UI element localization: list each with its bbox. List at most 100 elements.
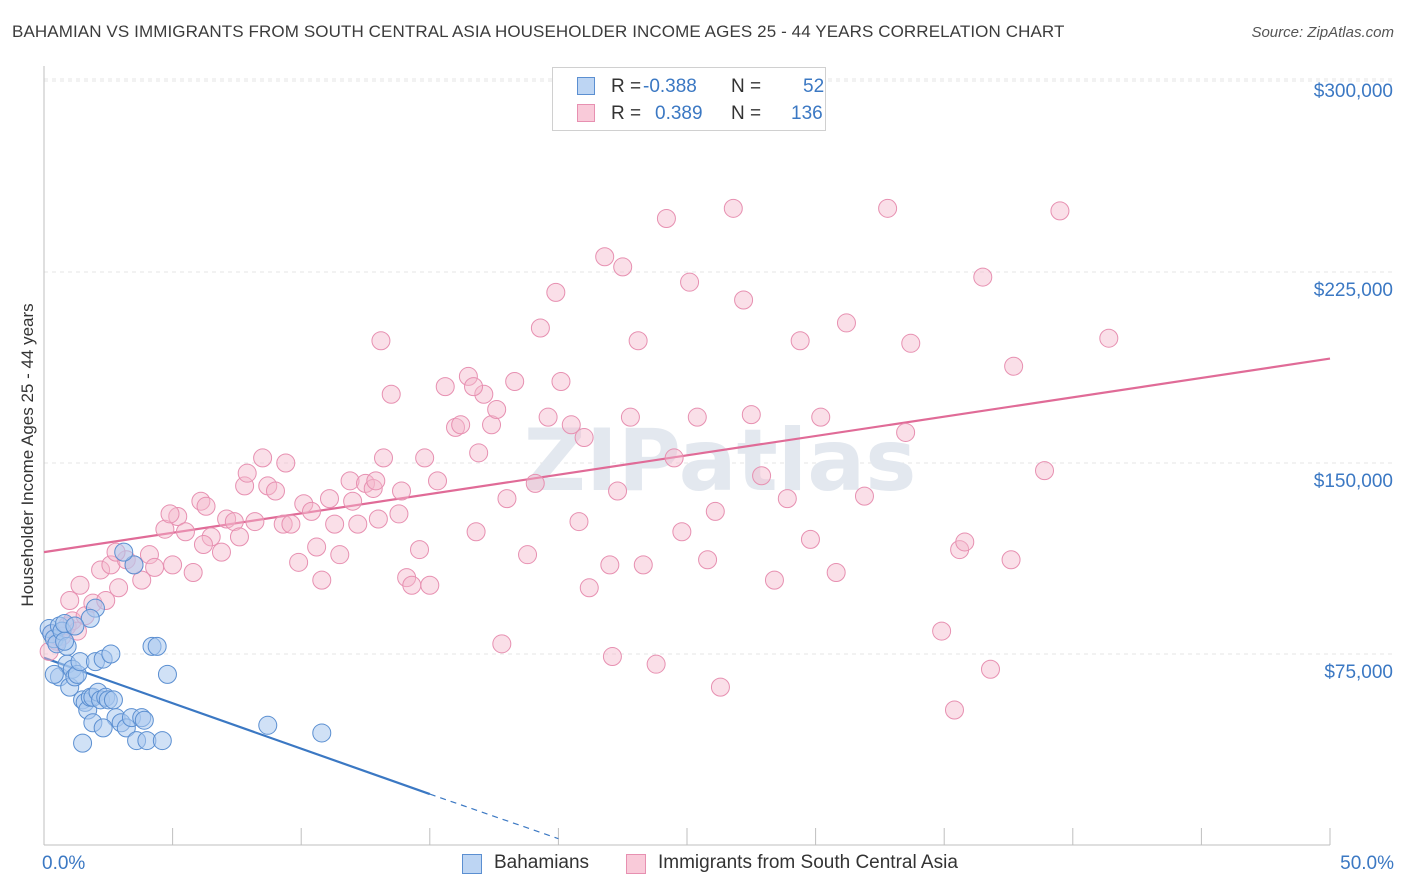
bahamians-trend-extension <box>429 793 559 840</box>
immigrant-point <box>224 512 244 532</box>
y-tick-label: $75,000 <box>1324 662 1393 683</box>
immigrant-point <box>435 377 455 397</box>
legend-n-value: 136 <box>791 103 823 124</box>
immigrant-point <box>109 578 129 598</box>
immigrant-point <box>672 522 692 542</box>
immigrant-point <box>312 570 332 590</box>
immigrant-point <box>191 491 211 511</box>
immigrant-point <box>160 504 180 524</box>
immigrant-point <box>530 318 550 338</box>
immigrant-point <box>854 486 874 506</box>
immigrant-point <box>245 512 265 532</box>
bahamian-point <box>134 710 154 730</box>
immigrant-point <box>752 466 772 486</box>
immigrant-point <box>944 700 964 720</box>
legend-swatch-pink <box>577 104 595 122</box>
immigrant-point <box>415 448 435 468</box>
immigrant-point <box>561 415 581 435</box>
immigrant-point <box>826 563 846 583</box>
y-tick-labels: $75,000 $150,000 $225,000 $300,000 <box>1314 81 1393 683</box>
y-tick-label: $300,000 <box>1314 81 1393 102</box>
legend-swatch-pink <box>626 854 646 874</box>
immigrant-point <box>363 478 383 498</box>
immigrant-point <box>1050 201 1070 221</box>
immigrant-point <box>551 372 571 392</box>
immigrant-point <box>330 545 350 565</box>
immigrants-trend-line <box>43 357 1331 554</box>
chart-title: BAHAMIAN VS IMMIGRANTS FROM SOUTH CENTRA… <box>12 22 1065 41</box>
immigrant-point <box>340 471 360 491</box>
data-points <box>39 198 1119 753</box>
immigrant-point <box>466 522 486 542</box>
immigrant-point <box>538 407 558 427</box>
grid-lines <box>44 78 1392 655</box>
immigrant-point <box>1004 356 1024 376</box>
immigrant-point <box>723 198 743 218</box>
immigrant-point <box>163 555 183 575</box>
axes <box>43 66 1331 846</box>
immigrant-point <box>265 481 285 501</box>
immigrant-point <box>698 550 718 570</box>
x-tick-label: 0.0% <box>42 853 85 874</box>
legend-swatch-blue <box>462 854 482 874</box>
immigrant-point <box>896 422 916 442</box>
legend-swatch-blue <box>577 77 595 95</box>
bahamian-point <box>157 664 177 684</box>
immigrant-point <box>368 509 388 529</box>
immigrant-point <box>600 555 620 575</box>
legend-n-label: N = <box>731 103 762 124</box>
immigrant-point <box>91 560 111 580</box>
legend-n-value: 52 <box>803 76 825 97</box>
immigrant-point <box>464 377 484 397</box>
immigrant-point <box>155 519 175 539</box>
immigrant-point <box>145 557 165 577</box>
immigrant-point <box>734 290 754 310</box>
immigrant-point <box>633 555 653 575</box>
bahamian-point <box>101 644 121 664</box>
immigrant-point <box>620 407 640 427</box>
immigrant-point <box>505 372 525 392</box>
source-label: Source: ZipAtlas.com <box>1251 24 1394 41</box>
immigrant-point <box>253 448 273 468</box>
legend-r-label: R = <box>611 76 642 97</box>
immigrant-point <box>389 504 409 524</box>
immigrant-point <box>402 575 422 595</box>
immigrant-point <box>132 570 152 590</box>
immigrant-point <box>811 407 831 427</box>
immigrant-point <box>196 496 216 516</box>
immigrant-point <box>451 415 471 435</box>
immigrant-point <box>446 417 466 437</box>
immigrant-point <box>608 481 628 501</box>
immigrant-point <box>381 384 401 404</box>
immigrant-point <box>628 331 648 351</box>
bahamians-trend-line <box>43 656 431 796</box>
immigrant-point <box>371 331 391 351</box>
immigrant-point <box>973 267 993 287</box>
immigrant-point <box>183 563 203 583</box>
y-tick-label: $150,000 <box>1314 471 1393 492</box>
x-tick-label: 50.0% <box>1340 853 1394 874</box>
immigrant-point <box>458 366 478 386</box>
immigrant-point <box>469 443 489 463</box>
bahamian-point <box>80 608 100 628</box>
immigrant-point <box>569 512 589 532</box>
bahamian-point <box>103 690 123 710</box>
immigrant-point <box>410 540 430 560</box>
immigrant-point <box>101 555 121 575</box>
legend-n-label: N = <box>731 76 762 97</box>
immigrant-point <box>790 331 810 351</box>
immigrant-point <box>237 463 257 483</box>
immigrant-point <box>289 552 309 572</box>
immigrant-point <box>60 591 80 611</box>
immigrant-point <box>878 198 898 218</box>
trend-lines <box>43 357 1331 840</box>
immigrant-point <box>980 659 1000 679</box>
immigrant-point <box>613 257 633 277</box>
immigrant-point <box>687 407 707 427</box>
immigrant-point <box>602 647 622 667</box>
immigrant-point <box>348 514 368 534</box>
immigrant-point <box>680 272 700 292</box>
y-axis-label: Householder Income Ages 25 - 44 years <box>18 303 37 607</box>
immigrant-point <box>201 527 221 547</box>
